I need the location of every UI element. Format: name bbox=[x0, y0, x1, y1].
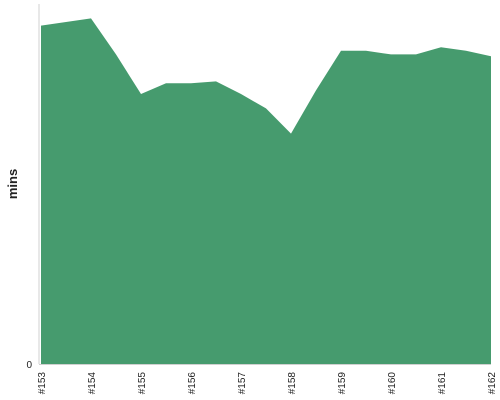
x-tick-label: #160 bbox=[387, 372, 398, 395]
x-tick-label: #161 bbox=[437, 372, 448, 395]
y-tick-label: 0 bbox=[26, 360, 32, 371]
label-layer: mins #153 #154 #155 #156 #157 #158 #159 #160 #16… bbox=[5, 169, 498, 394]
area-series bbox=[41, 18, 491, 365]
x-tick-label: #155 bbox=[137, 372, 148, 395]
area-layer bbox=[41, 18, 491, 365]
x-tick-label: #156 bbox=[187, 372, 198, 395]
x-tick-label: #162 bbox=[487, 372, 498, 395]
x-tick-label: #157 bbox=[237, 372, 248, 395]
axis-layer bbox=[38, 4, 491, 365]
x-tick-label: #154 bbox=[87, 372, 98, 395]
x-tick-label: #158 bbox=[287, 372, 298, 395]
x-tick-label: #153 bbox=[37, 372, 48, 395]
x-tick-label: #159 bbox=[337, 372, 348, 395]
y-axis-title: mins bbox=[5, 169, 20, 199]
